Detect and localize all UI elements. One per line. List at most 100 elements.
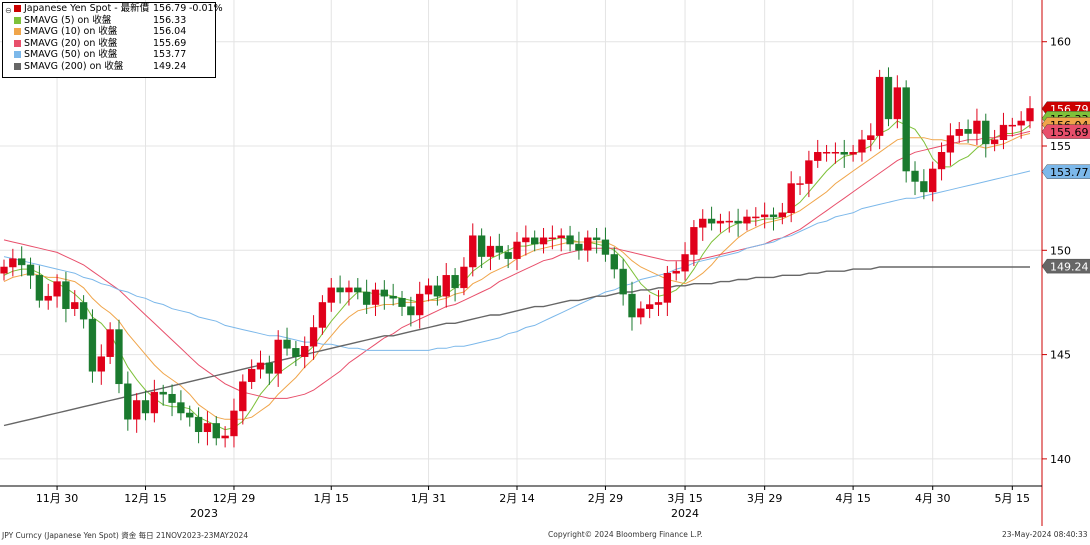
candle-body (451, 275, 459, 289)
series-line (3, 170, 1031, 351)
x-tick-label: 4月 30 (915, 492, 951, 505)
legend-name: Japanese Yen Spot - 最新價 (24, 3, 150, 14)
candle-layer (0, 67, 1034, 448)
legend-name: SMAVG (50) on 收盤 (24, 49, 118, 60)
candle-body (539, 237, 548, 245)
candle-body (513, 241, 521, 259)
legend-value: 156.33 (153, 14, 187, 26)
candle-body (734, 220, 742, 224)
candle-body (124, 383, 132, 420)
candle-body (725, 220, 733, 223)
footer-security-description: JPY Curncy (Japanese Yen Spot) 資金 每日 21N… (2, 531, 249, 540)
candle-body (186, 412, 194, 418)
candle-body (18, 258, 26, 266)
candle-body (460, 266, 468, 289)
candle-body (716, 220, 725, 224)
candle-body (805, 160, 813, 184)
last-value-tag (1041, 124, 1090, 139)
candle-body (690, 227, 698, 255)
candle-body (309, 327, 318, 347)
last-value-tag (1041, 164, 1090, 179)
candle-body (999, 124, 1008, 141)
candle-body (601, 239, 610, 255)
candle-body (203, 423, 212, 433)
candle-body (62, 281, 70, 309)
legend-name: SMAVG (20) on 收盤 (24, 37, 118, 49)
year-label: 2024 (671, 507, 699, 520)
candle-body (610, 254, 618, 270)
legend-item: SMAVG (20) on 收盤 155.69 (3, 38, 215, 50)
x-tick-label: 3月 29 (747, 492, 783, 505)
candle-body (283, 339, 291, 349)
candle-body (221, 435, 229, 439)
legend-value: 149.24 (153, 60, 187, 72)
candle-body (849, 152, 857, 155)
x-tick-label: 1月 31 (411, 492, 447, 505)
candle-body (743, 216, 751, 224)
x-tick-label: 5月 15 (995, 492, 1031, 505)
candle-body (592, 237, 601, 241)
candle-body (911, 170, 919, 182)
x-tick-label: 12月 15 (124, 492, 167, 505)
x-tick-label: 11月 30 (36, 492, 79, 505)
candle-body (875, 76, 884, 136)
legend-rows: Japanese Yen Spot - 最新價 156.79 -0.01% SMAVG… (3, 3, 223, 72)
last-value-text: 155.69 (1050, 126, 1089, 139)
y-tick-label: 140 (1050, 453, 1071, 466)
x-tick-label: 12月 29 (213, 492, 256, 505)
candle-body (1017, 120, 1025, 126)
candle-body (1026, 108, 1034, 122)
candle-body (44, 295, 52, 301)
candle-body (646, 304, 654, 309)
candle-body (407, 306, 415, 316)
candle-body (840, 152, 848, 155)
legend-value: 155.69 (153, 37, 187, 49)
candle-body (902, 87, 910, 172)
y-tick-label: 145 (1050, 349, 1071, 362)
axis-layer: 140 145 150 155 160 11月 30 12月 15 12月 29 1月 15 1月… (0, 0, 1071, 526)
candle-body (769, 214, 778, 218)
candle-body (531, 237, 539, 245)
candle-body (955, 129, 963, 136)
legend-value: 156.04 (153, 26, 187, 37)
candle-body (35, 275, 44, 301)
candle-body (53, 281, 61, 297)
candle-body (230, 410, 238, 437)
candle-body (663, 272, 672, 303)
footer-timestamp: 23-May-2024 08:40:33 (1002, 530, 1088, 539)
candle-body (159, 391, 167, 395)
last-value-tag (1041, 258, 1090, 274)
legend-toggle-icon[interactable]: ⊖ (5, 6, 12, 15)
candle-body (416, 293, 424, 316)
candle-body (752, 216, 760, 219)
candle-body (867, 135, 875, 141)
candle-body (327, 287, 335, 303)
candle-body (168, 393, 176, 403)
candle-body (584, 237, 592, 251)
x-tick-label: 3月 15 (667, 492, 703, 505)
candle-body (920, 181, 928, 193)
candle-body (292, 348, 300, 357)
candle-body (548, 237, 557, 240)
legend-item: SMAVG (50) on 收盤 153.77 (3, 49, 215, 61)
candle-body (371, 289, 380, 305)
candle-body (318, 302, 327, 328)
candle-body (990, 139, 999, 145)
candle-body (79, 302, 88, 320)
candle-body (681, 254, 689, 272)
x-tick-label: 4月 15 (835, 492, 871, 505)
candle-body (778, 212, 787, 218)
candle-body (893, 87, 901, 120)
candle-body (495, 245, 503, 253)
candle-body (398, 298, 406, 307)
candle-body (884, 76, 893, 120)
legend-swatch (14, 39, 21, 47)
legend-change: -0.01% (189, 3, 223, 14)
candle-body (760, 214, 769, 218)
x-tick-label: 1月 15 (314, 492, 350, 505)
legend-swatch (14, 28, 21, 35)
candle-body (946, 135, 955, 153)
